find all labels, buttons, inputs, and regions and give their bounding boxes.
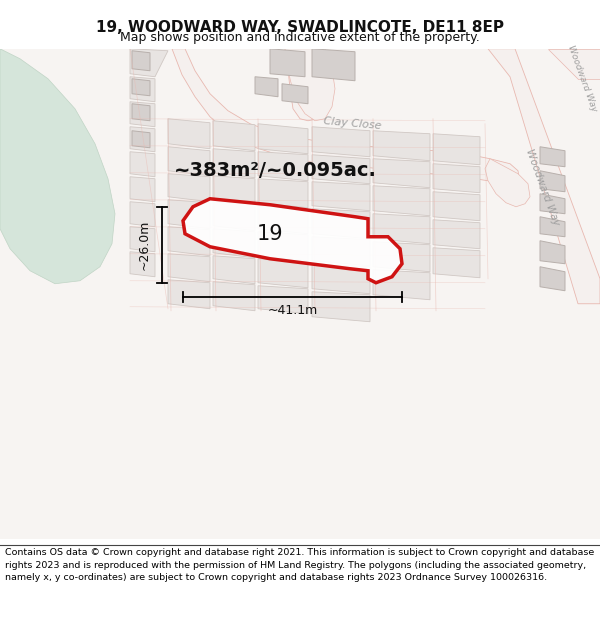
Text: ~26.0m: ~26.0m	[137, 219, 151, 270]
Polygon shape	[282, 84, 308, 104]
Polygon shape	[130, 127, 155, 152]
Polygon shape	[485, 159, 530, 207]
Polygon shape	[270, 49, 305, 77]
Polygon shape	[373, 159, 430, 188]
Polygon shape	[373, 186, 430, 216]
Polygon shape	[213, 202, 255, 231]
Polygon shape	[258, 232, 308, 261]
Polygon shape	[213, 282, 255, 311]
Polygon shape	[258, 124, 308, 154]
Polygon shape	[312, 209, 370, 239]
Polygon shape	[312, 292, 370, 322]
Polygon shape	[132, 131, 150, 148]
Polygon shape	[255, 77, 278, 97]
Polygon shape	[540, 217, 565, 237]
Text: Clay Close: Clay Close	[323, 116, 382, 131]
Polygon shape	[285, 49, 335, 121]
Text: ~383m²/~0.095ac.: ~383m²/~0.095ac.	[173, 161, 376, 180]
Polygon shape	[312, 237, 370, 266]
Polygon shape	[168, 174, 210, 202]
Text: Woodward Way: Woodward Way	[524, 147, 562, 226]
Polygon shape	[168, 227, 210, 256]
Polygon shape	[130, 152, 155, 177]
Polygon shape	[130, 177, 155, 202]
Polygon shape	[130, 227, 155, 252]
Polygon shape	[312, 127, 370, 157]
Polygon shape	[130, 252, 155, 277]
Polygon shape	[540, 147, 565, 167]
Polygon shape	[258, 259, 308, 288]
Polygon shape	[373, 214, 430, 244]
Polygon shape	[548, 49, 600, 79]
Polygon shape	[312, 49, 355, 81]
Polygon shape	[540, 194, 565, 214]
Polygon shape	[312, 264, 370, 294]
Polygon shape	[183, 199, 402, 282]
Polygon shape	[168, 280, 210, 309]
Polygon shape	[172, 49, 520, 191]
Text: Map shows position and indicative extent of the property.: Map shows position and indicative extent…	[120, 31, 480, 44]
Polygon shape	[213, 176, 255, 204]
Polygon shape	[213, 229, 255, 258]
Polygon shape	[130, 77, 155, 102]
Polygon shape	[540, 241, 565, 264]
Polygon shape	[258, 206, 308, 234]
Polygon shape	[258, 152, 308, 181]
Polygon shape	[213, 121, 255, 151]
Text: Woodward Way: Woodward Way	[566, 44, 598, 113]
Polygon shape	[132, 79, 150, 96]
Polygon shape	[312, 155, 370, 184]
Polygon shape	[433, 192, 480, 221]
Polygon shape	[488, 49, 600, 304]
Polygon shape	[433, 134, 480, 165]
Polygon shape	[433, 220, 480, 249]
Polygon shape	[258, 286, 308, 314]
Polygon shape	[130, 49, 168, 77]
Polygon shape	[540, 171, 565, 192]
Polygon shape	[168, 200, 210, 229]
Text: ~41.1m: ~41.1m	[268, 304, 317, 318]
Polygon shape	[312, 182, 370, 211]
Polygon shape	[540, 267, 565, 291]
Text: 19: 19	[257, 224, 283, 244]
Polygon shape	[433, 248, 480, 278]
Polygon shape	[258, 179, 308, 208]
Polygon shape	[0, 49, 115, 284]
Polygon shape	[132, 104, 150, 121]
Polygon shape	[130, 102, 155, 127]
Polygon shape	[168, 119, 210, 149]
Polygon shape	[213, 149, 255, 178]
Text: Contains OS data © Crown copyright and database right 2021. This information is : Contains OS data © Crown copyright and d…	[5, 548, 594, 582]
Polygon shape	[285, 49, 328, 121]
Polygon shape	[373, 131, 430, 161]
Polygon shape	[132, 51, 150, 71]
Polygon shape	[433, 164, 480, 192]
Polygon shape	[213, 256, 255, 284]
Polygon shape	[168, 147, 210, 176]
Polygon shape	[373, 270, 430, 300]
Polygon shape	[130, 202, 155, 227]
Polygon shape	[168, 254, 210, 282]
Polygon shape	[373, 242, 430, 272]
Text: 19, WOODWARD WAY, SWADLINCOTE, DE11 8EP: 19, WOODWARD WAY, SWADLINCOTE, DE11 8EP	[96, 20, 504, 35]
